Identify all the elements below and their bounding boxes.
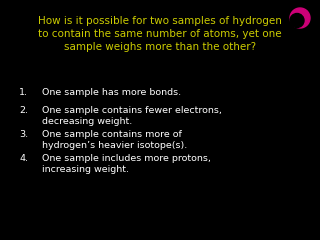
Text: hydrogen’s heavier isotope(s).: hydrogen’s heavier isotope(s). (42, 141, 187, 150)
Text: 1.: 1. (19, 88, 28, 97)
Circle shape (302, 11, 308, 16)
Text: One sample contains fewer electrons,: One sample contains fewer electrons, (42, 106, 222, 115)
Circle shape (290, 8, 310, 28)
Text: How is it possible for two samples of hydrogen
to contain the same number of ato: How is it possible for two samples of hy… (38, 16, 282, 52)
Text: One sample contains more of: One sample contains more of (42, 130, 182, 139)
Circle shape (290, 13, 304, 28)
Text: decreasing weight.: decreasing weight. (42, 117, 132, 126)
Text: 3.: 3. (19, 130, 28, 139)
Text: One sample includes more protons,: One sample includes more protons, (42, 154, 211, 163)
Text: increasing weight.: increasing weight. (42, 165, 129, 174)
Text: One sample has more bonds.: One sample has more bonds. (42, 88, 181, 97)
Text: 2.: 2. (19, 106, 28, 115)
Text: 4.: 4. (19, 154, 28, 163)
